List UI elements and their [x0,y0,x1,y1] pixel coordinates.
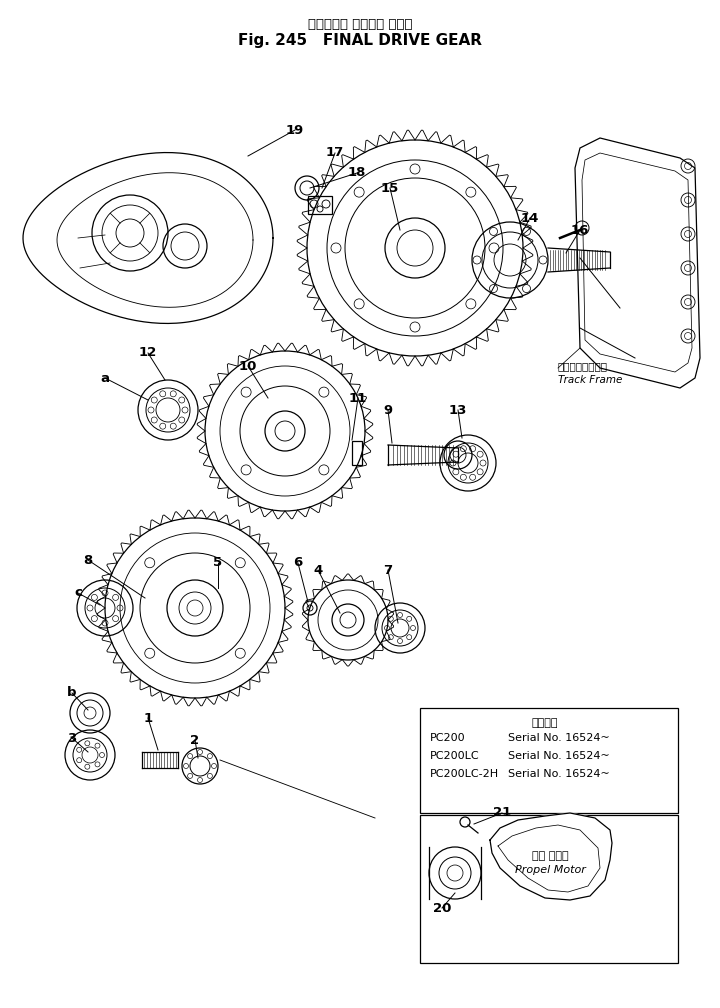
Text: Serial No. 16524~: Serial No. 16524~ [508,751,610,761]
Polygon shape [490,813,612,900]
Text: 11: 11 [349,391,367,404]
Text: トラックフレーム: トラックフレーム [558,361,608,371]
Text: 10: 10 [239,360,257,373]
Text: Serial No. 16524~: Serial No. 16524~ [508,769,610,779]
Text: 17: 17 [326,146,344,159]
Text: 15: 15 [381,181,399,195]
Text: 21: 21 [493,806,511,820]
Text: 5: 5 [213,556,222,570]
Text: PC200LC: PC200LC [430,751,480,761]
Text: 7: 7 [384,563,392,577]
Text: PC200: PC200 [430,733,466,743]
Text: 19: 19 [286,124,304,136]
Text: 9: 9 [384,403,392,416]
Polygon shape [352,442,362,465]
Text: 適用号標: 適用号標 [532,718,558,728]
Text: 8: 8 [84,553,93,566]
Text: c: c [74,587,82,600]
Bar [420,815,678,963]
Text: PC200LC-2H: PC200LC-2H [430,769,499,779]
Text: 12: 12 [139,347,157,360]
Text: Serial No. 16524~: Serial No. 16524~ [508,733,610,743]
Text: ファイナル ドライブ ギヤー: ファイナル ドライブ ギヤー [307,18,413,31]
Text: 1: 1 [143,712,153,725]
Text: 14: 14 [521,212,539,225]
Text: 13: 13 [449,403,467,416]
Bar [420,708,678,813]
Text: Track Frame: Track Frame [558,375,622,385]
Text: 20: 20 [433,901,451,914]
Text: 2: 2 [190,734,199,747]
Text: 4: 4 [313,563,323,577]
Text: 16: 16 [571,224,589,237]
Text: 3: 3 [68,732,76,745]
Text: a: a [101,372,109,384]
Text: 6: 6 [293,556,302,570]
Text: 18: 18 [348,166,366,179]
Text: 走行 モータ: 走行 モータ [531,851,568,861]
Text: b: b [67,686,77,700]
Text: Fig. 245   FINAL DRIVE GEAR: Fig. 245 FINAL DRIVE GEAR [238,33,482,48]
Text: Propel Motor: Propel Motor [515,865,585,875]
